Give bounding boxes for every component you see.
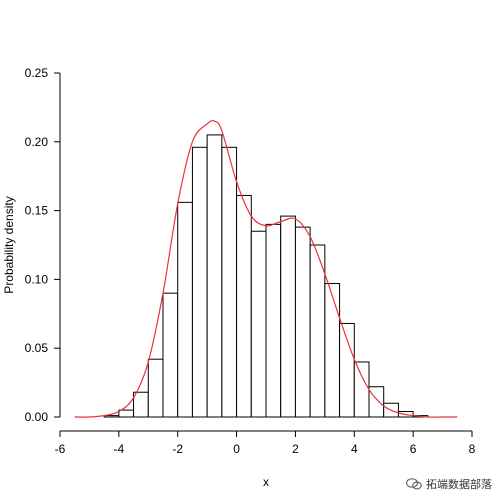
watermark-text: 拓端数据部落: [426, 478, 492, 491]
x-axis-title: x: [263, 475, 269, 489]
histogram-bar: [162, 292, 179, 418]
y-tick-label: 0.00: [25, 410, 49, 424]
histogram-bar: [309, 244, 326, 418]
watermark: 拓端数据部落: [405, 476, 492, 492]
histogram-bar: [177, 201, 193, 418]
histogram-bar: [236, 194, 252, 418]
y-axis-title: Probability density: [2, 196, 16, 293]
histogram-bar: [250, 230, 267, 418]
histogram-bar: [265, 223, 282, 418]
x-tick-label: 0: [233, 442, 240, 456]
histogram-bar: [206, 134, 223, 418]
histogram-bar: [368, 386, 385, 418]
histogram-bar: [294, 226, 311, 418]
y-tick-label: 0.10: [25, 272, 49, 286]
x-tick-label: -6: [55, 442, 66, 456]
histogram-bar: [147, 358, 164, 418]
y-tick-label: 0.20: [25, 135, 49, 149]
histogram-bars: [103, 134, 429, 418]
x-tick-label: -4: [114, 442, 125, 456]
x-tick-label: -2: [172, 442, 183, 456]
y-tick-label: 0.05: [25, 341, 49, 355]
histogram-bar: [324, 283, 341, 418]
histogram-bar: [353, 361, 370, 418]
x-tick-label: 2: [292, 442, 299, 456]
x-tick-label: 8: [469, 442, 476, 456]
x-axis: -6 -4 -2 0 2 4 6 8: [55, 430, 476, 456]
histogram-bar: [221, 146, 238, 418]
density-curve-layer: [74, 120, 458, 418]
histogram-bar: [191, 146, 208, 418]
histogram-bar: [133, 391, 149, 418]
histogram-bar: [280, 215, 296, 418]
density-curve: [74, 120, 458, 418]
x-tick-label: 6: [410, 442, 417, 456]
x-tick-label: 4: [351, 442, 358, 456]
y-tick-label: 0.25: [25, 66, 49, 80]
histogram-bar: [118, 409, 135, 418]
y-tick-label: 0.15: [25, 204, 49, 218]
y-axis: 0.00 0.05 0.10 0.15 0.20 0.25: [25, 66, 61, 424]
wechat-icon: [405, 478, 422, 490]
histogram-bar: [339, 322, 355, 418]
